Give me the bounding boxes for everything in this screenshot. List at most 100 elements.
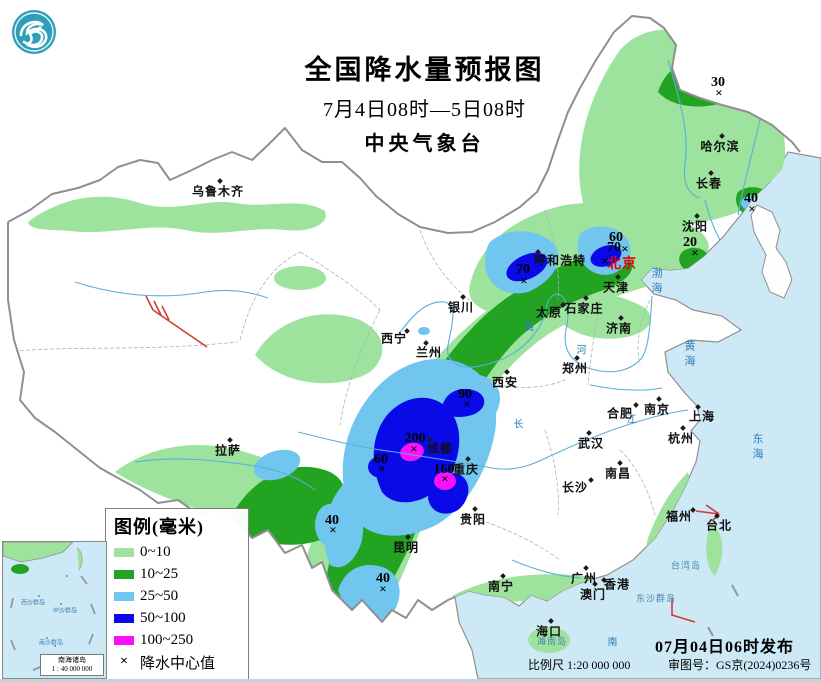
forecast-period: 7月4日08时—5日08时 xyxy=(323,99,526,121)
inset-geo-label: 南沙群岛 xyxy=(38,640,64,647)
precip-center-value: 30 xyxy=(711,75,725,90)
precip-center-x-mark: × xyxy=(410,441,418,456)
city-label: 南京 xyxy=(643,402,671,417)
legend-item: 100~250 xyxy=(114,629,240,651)
precip-center-value: 20 xyxy=(683,235,697,250)
city-label: 香港 xyxy=(603,577,631,592)
city-label: 南宁 xyxy=(487,579,515,594)
inset-geo-label: 西沙群岛 xyxy=(20,600,46,607)
city-label: 重庆 xyxy=(452,462,480,477)
map-scale: 比例尺 1:20 000 000 xyxy=(528,658,631,672)
precipitation-layers xyxy=(8,29,785,622)
rain-band-100-250 xyxy=(400,442,456,490)
precip-center-x-mark: × xyxy=(441,471,449,486)
city-label: 哈尔滨 xyxy=(700,139,740,154)
cma-logo-icon xyxy=(12,10,56,54)
precip-center-symbol: × xyxy=(120,654,128,669)
legend-item-label: 25~50 xyxy=(140,587,179,604)
legend-item-label: 0~10 xyxy=(140,543,171,560)
city-label: 合肥 xyxy=(606,406,634,421)
legend-color-chip xyxy=(114,569,134,579)
city-label: 北京 xyxy=(607,257,637,272)
city-label: 成都 xyxy=(426,441,454,456)
city-label: 澳门 xyxy=(579,587,607,602)
city-label: 乌鲁木齐 xyxy=(191,184,245,199)
legend-item: 0~10 xyxy=(114,541,240,563)
geo-label: 海南岛 xyxy=(536,636,568,647)
geo-label: 黄 xyxy=(524,322,536,334)
precip-center-value: 70 xyxy=(516,262,530,277)
city-marker xyxy=(588,477,594,483)
legend-color-chip xyxy=(114,635,134,645)
city-label: 拉萨 xyxy=(214,443,242,458)
province-boundaries xyxy=(8,209,656,561)
city-label: 长春 xyxy=(695,176,723,191)
rivers xyxy=(74,59,761,579)
legend-color-chip xyxy=(114,591,134,601)
geo-label: 渤海 xyxy=(650,267,662,297)
city-label: 银川 xyxy=(447,300,475,315)
city-label: 济南 xyxy=(605,321,633,336)
city-label: 太原 xyxy=(535,305,563,320)
city-label: 杭州 xyxy=(667,431,695,446)
city-label: 西宁 xyxy=(380,331,408,346)
precip-center-value: 40 xyxy=(744,191,758,206)
publish-time: 07月04日06时发布 xyxy=(655,639,795,656)
city-label: 贵阳 xyxy=(459,512,487,527)
page-title: 全国降水量预报图 xyxy=(304,55,545,85)
city-label: 武汉 xyxy=(577,436,605,451)
geo-label: 河 xyxy=(576,345,588,357)
city-label: 兰州 xyxy=(415,345,443,360)
legend-items: 0~10 10~25 25~50 50~100 100~250 xyxy=(114,541,240,651)
legend-item-label: 50~100 xyxy=(140,609,186,626)
city-label: 福州 xyxy=(665,509,693,524)
legend-center-row: × 降水中心值 xyxy=(114,651,240,673)
city-label: 南昌 xyxy=(604,466,632,481)
city-label: 昆明 xyxy=(392,540,420,555)
precip-center-x-mark: × xyxy=(520,273,528,288)
precip-center-x-mark: × xyxy=(748,201,756,216)
precip-center-value: 40 xyxy=(376,571,390,586)
inset-name: 南海诸岛 xyxy=(58,656,86,664)
precip-center-value: 200 xyxy=(404,431,426,446)
legend-item-label: 100~250 xyxy=(140,631,194,648)
legend-item: 50~100 xyxy=(114,607,240,629)
city-label: 西安 xyxy=(491,375,519,390)
legend-color-chip xyxy=(114,547,134,557)
city-label: 广州 xyxy=(570,571,598,586)
precip-center-value: 70 xyxy=(607,240,621,255)
legend-title: 图例(毫米) xyxy=(114,517,204,537)
precip-center-x-mark: × xyxy=(715,85,723,100)
agency-name: 中央气象台 xyxy=(364,133,485,155)
geo-label: 江 xyxy=(626,414,638,426)
geo-label: 长 xyxy=(513,419,525,431)
inset-geo-label: 中沙群岛 xyxy=(52,608,78,615)
taiwan-island xyxy=(706,524,723,576)
city-label: 台北 xyxy=(705,518,733,533)
city-label: 海口 xyxy=(535,624,563,639)
legend-color-chip xyxy=(114,613,134,623)
city-label: 上海 xyxy=(688,409,716,424)
legend-item-label: 10~25 xyxy=(140,565,179,582)
hainan-island xyxy=(528,627,570,653)
precip-center-x-mark: × xyxy=(691,245,699,260)
geo-label: 东沙群岛 xyxy=(635,593,677,604)
precip-center-value: 60 xyxy=(609,230,623,245)
city-label: 呼和浩特 xyxy=(533,253,587,268)
korea-peninsula xyxy=(750,204,793,299)
inset-caption: 南海诸岛 1 : 40 000 000 xyxy=(40,654,104,676)
precip-center-x-mark: × xyxy=(378,461,386,476)
small-islands xyxy=(707,584,739,637)
precip-center-x-mark: × xyxy=(379,581,387,596)
precip-center-x-mark: × xyxy=(329,522,337,537)
inset-scale: 1 : 40 000 000 xyxy=(51,665,93,673)
precip-center-label: 降水中心值 xyxy=(140,655,216,672)
precip-center-value: 160 xyxy=(433,462,455,477)
legend-item: 10~25 xyxy=(114,563,240,585)
city-label: 天津 xyxy=(602,280,630,295)
map-header: 全国降水量预报图 7月4日08时—5日08时 中央气象台 xyxy=(242,48,607,156)
precip-center-x-mark: × xyxy=(463,396,471,411)
city-marker xyxy=(633,402,639,408)
